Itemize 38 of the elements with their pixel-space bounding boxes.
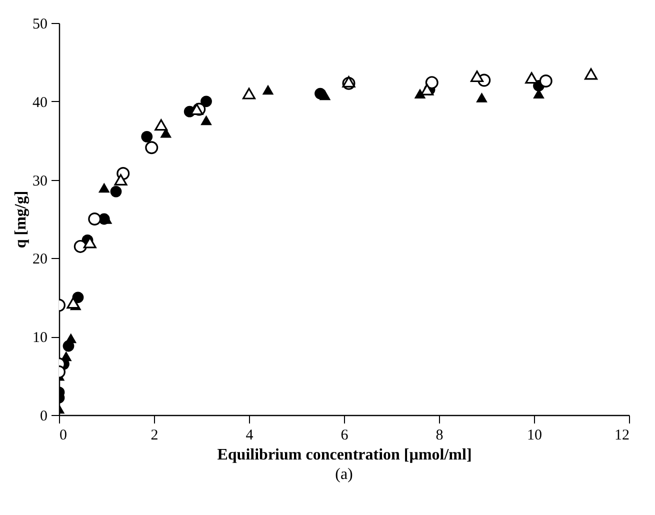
point xyxy=(242,88,256,100)
point xyxy=(98,182,110,193)
y-tick-label: 20 xyxy=(32,252,48,268)
point xyxy=(88,212,102,226)
point xyxy=(262,84,274,95)
y-axis-title: q [mg/g] xyxy=(12,190,30,248)
point xyxy=(154,119,168,131)
x-tick-label: 6 xyxy=(340,428,349,444)
point xyxy=(584,68,598,80)
y-tick-label: 30 xyxy=(32,173,48,190)
x-tick-label: 10 xyxy=(527,428,542,444)
point xyxy=(525,72,538,84)
point xyxy=(74,240,87,253)
x-axis-title: Equilibrium concentration [µmol/ml] xyxy=(217,446,472,464)
x-tick-label: 4 xyxy=(246,428,254,444)
y-tick-label: 40 xyxy=(32,94,48,111)
point xyxy=(66,297,80,309)
x-tick-label: 0 xyxy=(60,428,67,444)
point xyxy=(65,333,77,344)
point xyxy=(114,174,128,186)
point xyxy=(420,84,434,96)
x-tick-label: 12 xyxy=(614,428,630,444)
y-tick-label: 0 xyxy=(40,408,48,424)
point xyxy=(110,186,122,198)
point xyxy=(145,141,158,154)
point xyxy=(539,74,552,88)
point xyxy=(425,76,438,90)
x-tick-label: 2 xyxy=(150,428,158,444)
point xyxy=(141,130,153,142)
point xyxy=(476,92,488,102)
point xyxy=(470,70,484,82)
y-tick-label: 50 xyxy=(32,16,48,32)
point xyxy=(319,90,331,100)
point xyxy=(200,115,212,126)
y-tick-label: 10 xyxy=(32,330,48,346)
text: (a) xyxy=(335,466,353,483)
x-tick-label: 8 xyxy=(436,428,444,444)
point xyxy=(200,96,212,108)
